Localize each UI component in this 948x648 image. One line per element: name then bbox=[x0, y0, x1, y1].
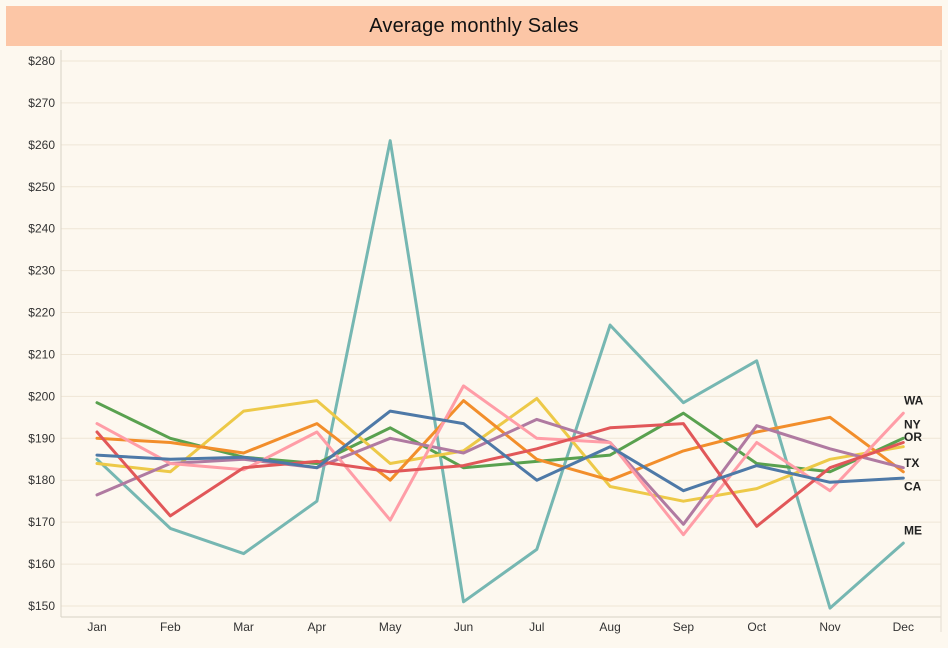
end-label-wa: WA bbox=[904, 394, 924, 408]
x-tick-label: Apr bbox=[308, 620, 327, 634]
y-axis-tick-labels: $150 $160 $170 $180 $190 $200 $210 $220 $230 $240… bbox=[28, 54, 55, 613]
x-tick-label: Jul bbox=[529, 620, 544, 634]
grid-lines bbox=[61, 60, 941, 607]
y-tick-label: $190 bbox=[28, 431, 55, 445]
series-line-7 bbox=[95, 397, 905, 503]
series-lines bbox=[95, 139, 905, 610]
y-tick-label: $180 bbox=[28, 473, 55, 487]
y-tick-label: $210 bbox=[28, 347, 55, 361]
y-tick-label: $200 bbox=[28, 389, 55, 403]
end-label-tx: TX bbox=[904, 456, 919, 470]
x-tick-label: Nov bbox=[819, 620, 840, 634]
y-tick-label: $280 bbox=[28, 54, 55, 68]
series-line-or bbox=[95, 422, 905, 528]
axes bbox=[60, 50, 942, 632]
chart-title: Average monthly Sales bbox=[369, 14, 579, 37]
series-line-6 bbox=[95, 401, 905, 474]
y-tick-label: $240 bbox=[28, 222, 55, 236]
x-tick-label: Aug bbox=[599, 620, 620, 634]
x-tick-label: May bbox=[379, 620, 402, 634]
y-tick-label: $230 bbox=[28, 264, 55, 278]
end-label-ny: NY bbox=[904, 417, 921, 431]
x-axis-tick-labels: Jan Feb Mar Apr May Jun Jul Aug Sep Oct Nov Dec bbox=[87, 620, 914, 634]
end-label-or: OR bbox=[904, 430, 922, 444]
series-line-ca bbox=[95, 417, 905, 526]
y-tick-label: $220 bbox=[28, 306, 55, 320]
series-line-me bbox=[95, 409, 905, 493]
y-tick-label: $260 bbox=[28, 138, 55, 152]
x-tick-label: Jun bbox=[454, 620, 473, 634]
y-tick-label: $150 bbox=[28, 599, 55, 613]
end-label-ca: CA bbox=[904, 480, 922, 494]
y-tick-label: $270 bbox=[28, 96, 55, 110]
x-tick-label: Sep bbox=[673, 620, 695, 634]
x-tick-label: Jan bbox=[87, 620, 106, 634]
series-line-wa bbox=[95, 384, 905, 537]
y-tick-label: $160 bbox=[28, 557, 55, 571]
y-tick-label: $170 bbox=[28, 515, 55, 529]
end-label-me: ME bbox=[904, 524, 922, 538]
x-tick-label: Feb bbox=[160, 620, 181, 634]
x-tick-label: Oct bbox=[747, 620, 766, 634]
chart-title-bar: Average monthly Sales bbox=[6, 6, 942, 46]
y-tick-label: $250 bbox=[28, 180, 55, 194]
x-tick-label: Dec bbox=[893, 620, 914, 634]
x-tick-label: Mar bbox=[233, 620, 254, 634]
series-line-ny bbox=[95, 139, 905, 610]
